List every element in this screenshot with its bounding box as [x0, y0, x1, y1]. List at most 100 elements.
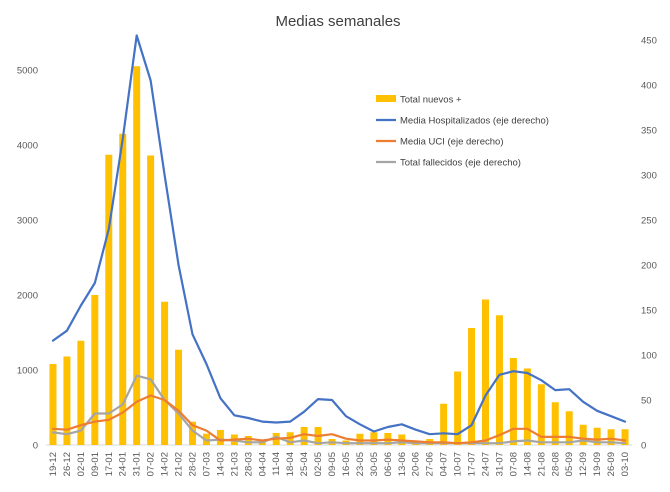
bar-25-04 [300, 427, 308, 445]
bar-31-07 [495, 315, 503, 445]
bar-14-08 [523, 368, 531, 445]
chart-title: Medias semanales [275, 13, 400, 30]
y-left-tick-label: 3000 [17, 216, 38, 227]
x-tick-label: 16-05 [341, 452, 352, 476]
y-right-tick-label: 50 [641, 396, 652, 407]
bar-02-01 [77, 340, 85, 445]
y-right-tick-label: 400 [641, 81, 657, 92]
y-right-tick-label: 100 [641, 351, 657, 362]
x-tick-label: 17-07 [467, 452, 478, 476]
line-series-hospitalizados [51, 34, 627, 436]
x-tick-label: 07-08 [508, 452, 519, 476]
x-tick-label: 26-12 [62, 452, 73, 476]
y-right-tick-label: 450 [641, 36, 657, 47]
y-left-tick-label: 2000 [17, 291, 38, 302]
line-series-fallecidos [51, 374, 627, 445]
x-tick-label: 14-03 [215, 452, 226, 476]
x-tick-label: 07-02 [146, 452, 157, 476]
y-right-tick-label: 250 [641, 216, 657, 227]
bar-19-12 [49, 364, 57, 445]
x-tick-label: 14-02 [160, 452, 171, 476]
line-series-group [51, 34, 627, 445]
bar-09-01 [91, 295, 99, 445]
bar-14-02 [161, 301, 169, 445]
x-tick-label: 14-08 [522, 452, 533, 476]
bar-24-07 [482, 299, 489, 445]
line-series-uci [51, 394, 627, 445]
x-tick-label: 24-07 [481, 452, 492, 476]
bar-24-01 [119, 133, 127, 445]
x-tick-label: 28-08 [550, 452, 561, 476]
y-right-tick-label: 0 [641, 441, 646, 452]
bar-31-01 [133, 66, 141, 445]
x-tick-label: 09-01 [90, 452, 101, 476]
x-tick-label: 26-09 [606, 452, 617, 476]
x-tick-label: 04-04 [257, 452, 268, 476]
x-tick-label: 25-04 [299, 452, 310, 476]
bar-21-08 [537, 384, 545, 445]
bar-21-02 [175, 349, 183, 445]
legend: Total nuevos + Media Hospitalizados (eje … [376, 95, 549, 169]
x-tick-label: 23-05 [355, 452, 366, 476]
bar-series-total-nuevos [49, 66, 629, 445]
y-left-tick-label: 4000 [17, 141, 38, 152]
bar-05-09 [565, 411, 573, 445]
x-tick-label: 06-06 [383, 452, 394, 476]
x-tick-label: 28-02 [188, 452, 199, 476]
legend-label: Total nuevos + [400, 95, 462, 106]
legend-swatch-bar [376, 95, 396, 102]
bar-17-01 [105, 154, 113, 445]
x-tick-label: 17-01 [104, 452, 115, 476]
x-tick-label: 03-10 [620, 452, 631, 476]
bar-28-08 [551, 402, 559, 445]
bar-28-02 [189, 421, 196, 445]
legend-label: Media Hospitalizados (eje derecho) [400, 116, 549, 127]
bar-19-09 [593, 427, 601, 445]
x-tick-label: 11-04 [271, 452, 282, 476]
x-tick-label: 30-05 [369, 452, 380, 476]
bar-14-03 [216, 430, 224, 445]
bar-07-02 [147, 155, 155, 445]
bar-30-05 [370, 432, 378, 445]
x-tick-label: 21-03 [229, 452, 240, 476]
x-tick-label: 28-03 [243, 452, 254, 476]
bar-23-05 [356, 433, 364, 445]
bar-28-03 [244, 436, 252, 445]
x-tick-label: 05-09 [564, 452, 575, 476]
x-tick-label: 04-07 [439, 452, 450, 476]
bar-03-10 [621, 429, 629, 445]
x-axis-labels: 19-12 26-12 02-01 09-01 17-01 24-01 31-01 07-02… [48, 452, 631, 476]
y-right-tick-label: 300 [641, 171, 657, 182]
bar-17-07 [468, 328, 476, 445]
x-tick-label: 31-01 [132, 452, 143, 476]
y-right-tick-label: 200 [641, 261, 657, 272]
x-tick-label: 02-01 [76, 452, 87, 476]
y-right-tick-label: 350 [641, 126, 657, 137]
x-tick-label: 27-06 [425, 452, 436, 476]
x-tick-label: 02-05 [313, 452, 324, 476]
bar-26-12 [63, 356, 71, 445]
y-right-tick-label: 150 [641, 306, 657, 317]
bar-07-08 [509, 358, 517, 445]
bar-04-07 [440, 403, 448, 445]
bar-10-07 [454, 371, 462, 445]
legend-label: Total fallecidos (eje derecho) [400, 158, 521, 169]
x-tick-label: 21-08 [536, 452, 547, 476]
x-tick-label: 18-04 [285, 452, 296, 476]
y-left-tick-label: 1000 [17, 366, 38, 377]
legend-label: Media UCI (eje derecho) [400, 137, 504, 148]
x-tick-label: 20-06 [411, 452, 422, 476]
x-tick-label: 10-07 [453, 452, 464, 476]
x-tick-label: 21-02 [174, 452, 185, 476]
y-axis-left: 0 1000 2000 3000 4000 5000 [17, 66, 38, 452]
x-tick-label: 07-03 [201, 452, 212, 476]
y-axis-right: 0 50 100 150 200 250 300 350 400 450 [641, 36, 657, 452]
x-tick-label: 24-01 [118, 452, 129, 476]
bar-26-09 [607, 429, 615, 445]
x-tick-label: 13-06 [397, 452, 408, 476]
x-tick-label: 09-05 [327, 452, 338, 476]
bar-12-09 [579, 424, 587, 445]
y-left-tick-label: 5000 [17, 66, 38, 77]
x-tick-label: 12-09 [578, 452, 589, 476]
